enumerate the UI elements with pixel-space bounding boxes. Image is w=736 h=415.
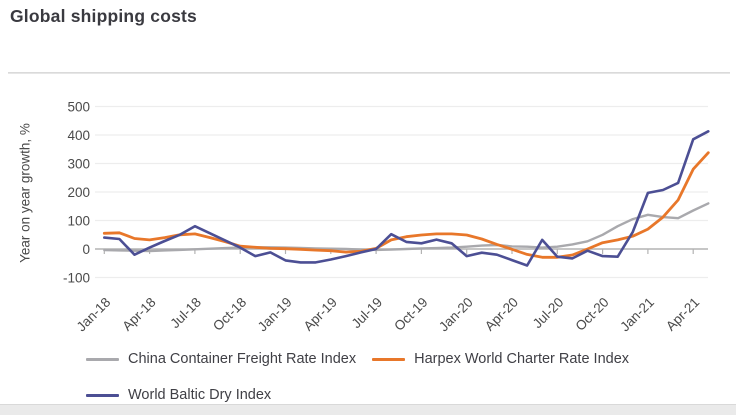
x-tick-label: Jul-18 bbox=[167, 295, 204, 332]
x-tick-label: Oct-18 bbox=[210, 295, 249, 334]
y-tick-label: -100 bbox=[63, 270, 90, 285]
x-tick-label: Apr-18 bbox=[119, 295, 158, 334]
header-divider bbox=[8, 72, 730, 74]
x-tick-label: Jan-19 bbox=[255, 295, 295, 335]
legend-swatch-purple bbox=[86, 393, 119, 397]
legend-label: Harpex World Charter Rate Index bbox=[414, 351, 630, 367]
x-tick-label: Jan-20 bbox=[436, 295, 476, 335]
y-tick-label: 0 bbox=[82, 242, 90, 257]
series-line-china-container-freight bbox=[103, 202, 710, 253]
x-tick-label: Apr-19 bbox=[301, 295, 340, 334]
series-line-harpex-world-charter bbox=[102, 151, 710, 259]
x-tick-label: Jan-21 bbox=[617, 295, 657, 335]
y-tick-label: 500 bbox=[67, 99, 90, 114]
y-tick-label: 400 bbox=[67, 128, 90, 143]
legend-item-world-baltic-dry: World Baltic Dry Index bbox=[86, 387, 271, 403]
legend-row-2: World Baltic Dry Index bbox=[86, 386, 287, 404]
x-tick-label: Oct-20 bbox=[572, 295, 611, 334]
legend-swatch-orange bbox=[372, 357, 406, 361]
x-tick-label: Jan-18 bbox=[74, 295, 114, 335]
x-tick-label: Oct-19 bbox=[391, 295, 430, 334]
legend-row-1: China Container Freight Rate Index Harpe… bbox=[86, 350, 645, 368]
x-tick-label: Apr-21 bbox=[663, 295, 702, 334]
x-tick-label: Jul-19 bbox=[349, 295, 386, 332]
x-tick-label: Jul-20 bbox=[530, 295, 567, 332]
legend-swatch-gray bbox=[86, 357, 119, 361]
legend-label: China Container Freight Rate Index bbox=[128, 351, 357, 367]
legend-item-china-container-freight: China Container Freight Rate Index bbox=[86, 351, 356, 367]
image-bottom-strip bbox=[0, 404, 736, 415]
y-tick-label: 200 bbox=[67, 185, 90, 200]
series-line-world-baltic-dry bbox=[103, 130, 710, 267]
page-title: Global shipping costs bbox=[10, 6, 197, 26]
y-tick-label: 100 bbox=[67, 213, 90, 228]
legend-label: World Baltic Dry Index bbox=[128, 387, 272, 403]
legend-item-harpex: Harpex World Charter Rate Index bbox=[372, 351, 629, 367]
x-tick-label: Apr-20 bbox=[482, 295, 521, 334]
y-tick-label: 300 bbox=[67, 156, 90, 171]
